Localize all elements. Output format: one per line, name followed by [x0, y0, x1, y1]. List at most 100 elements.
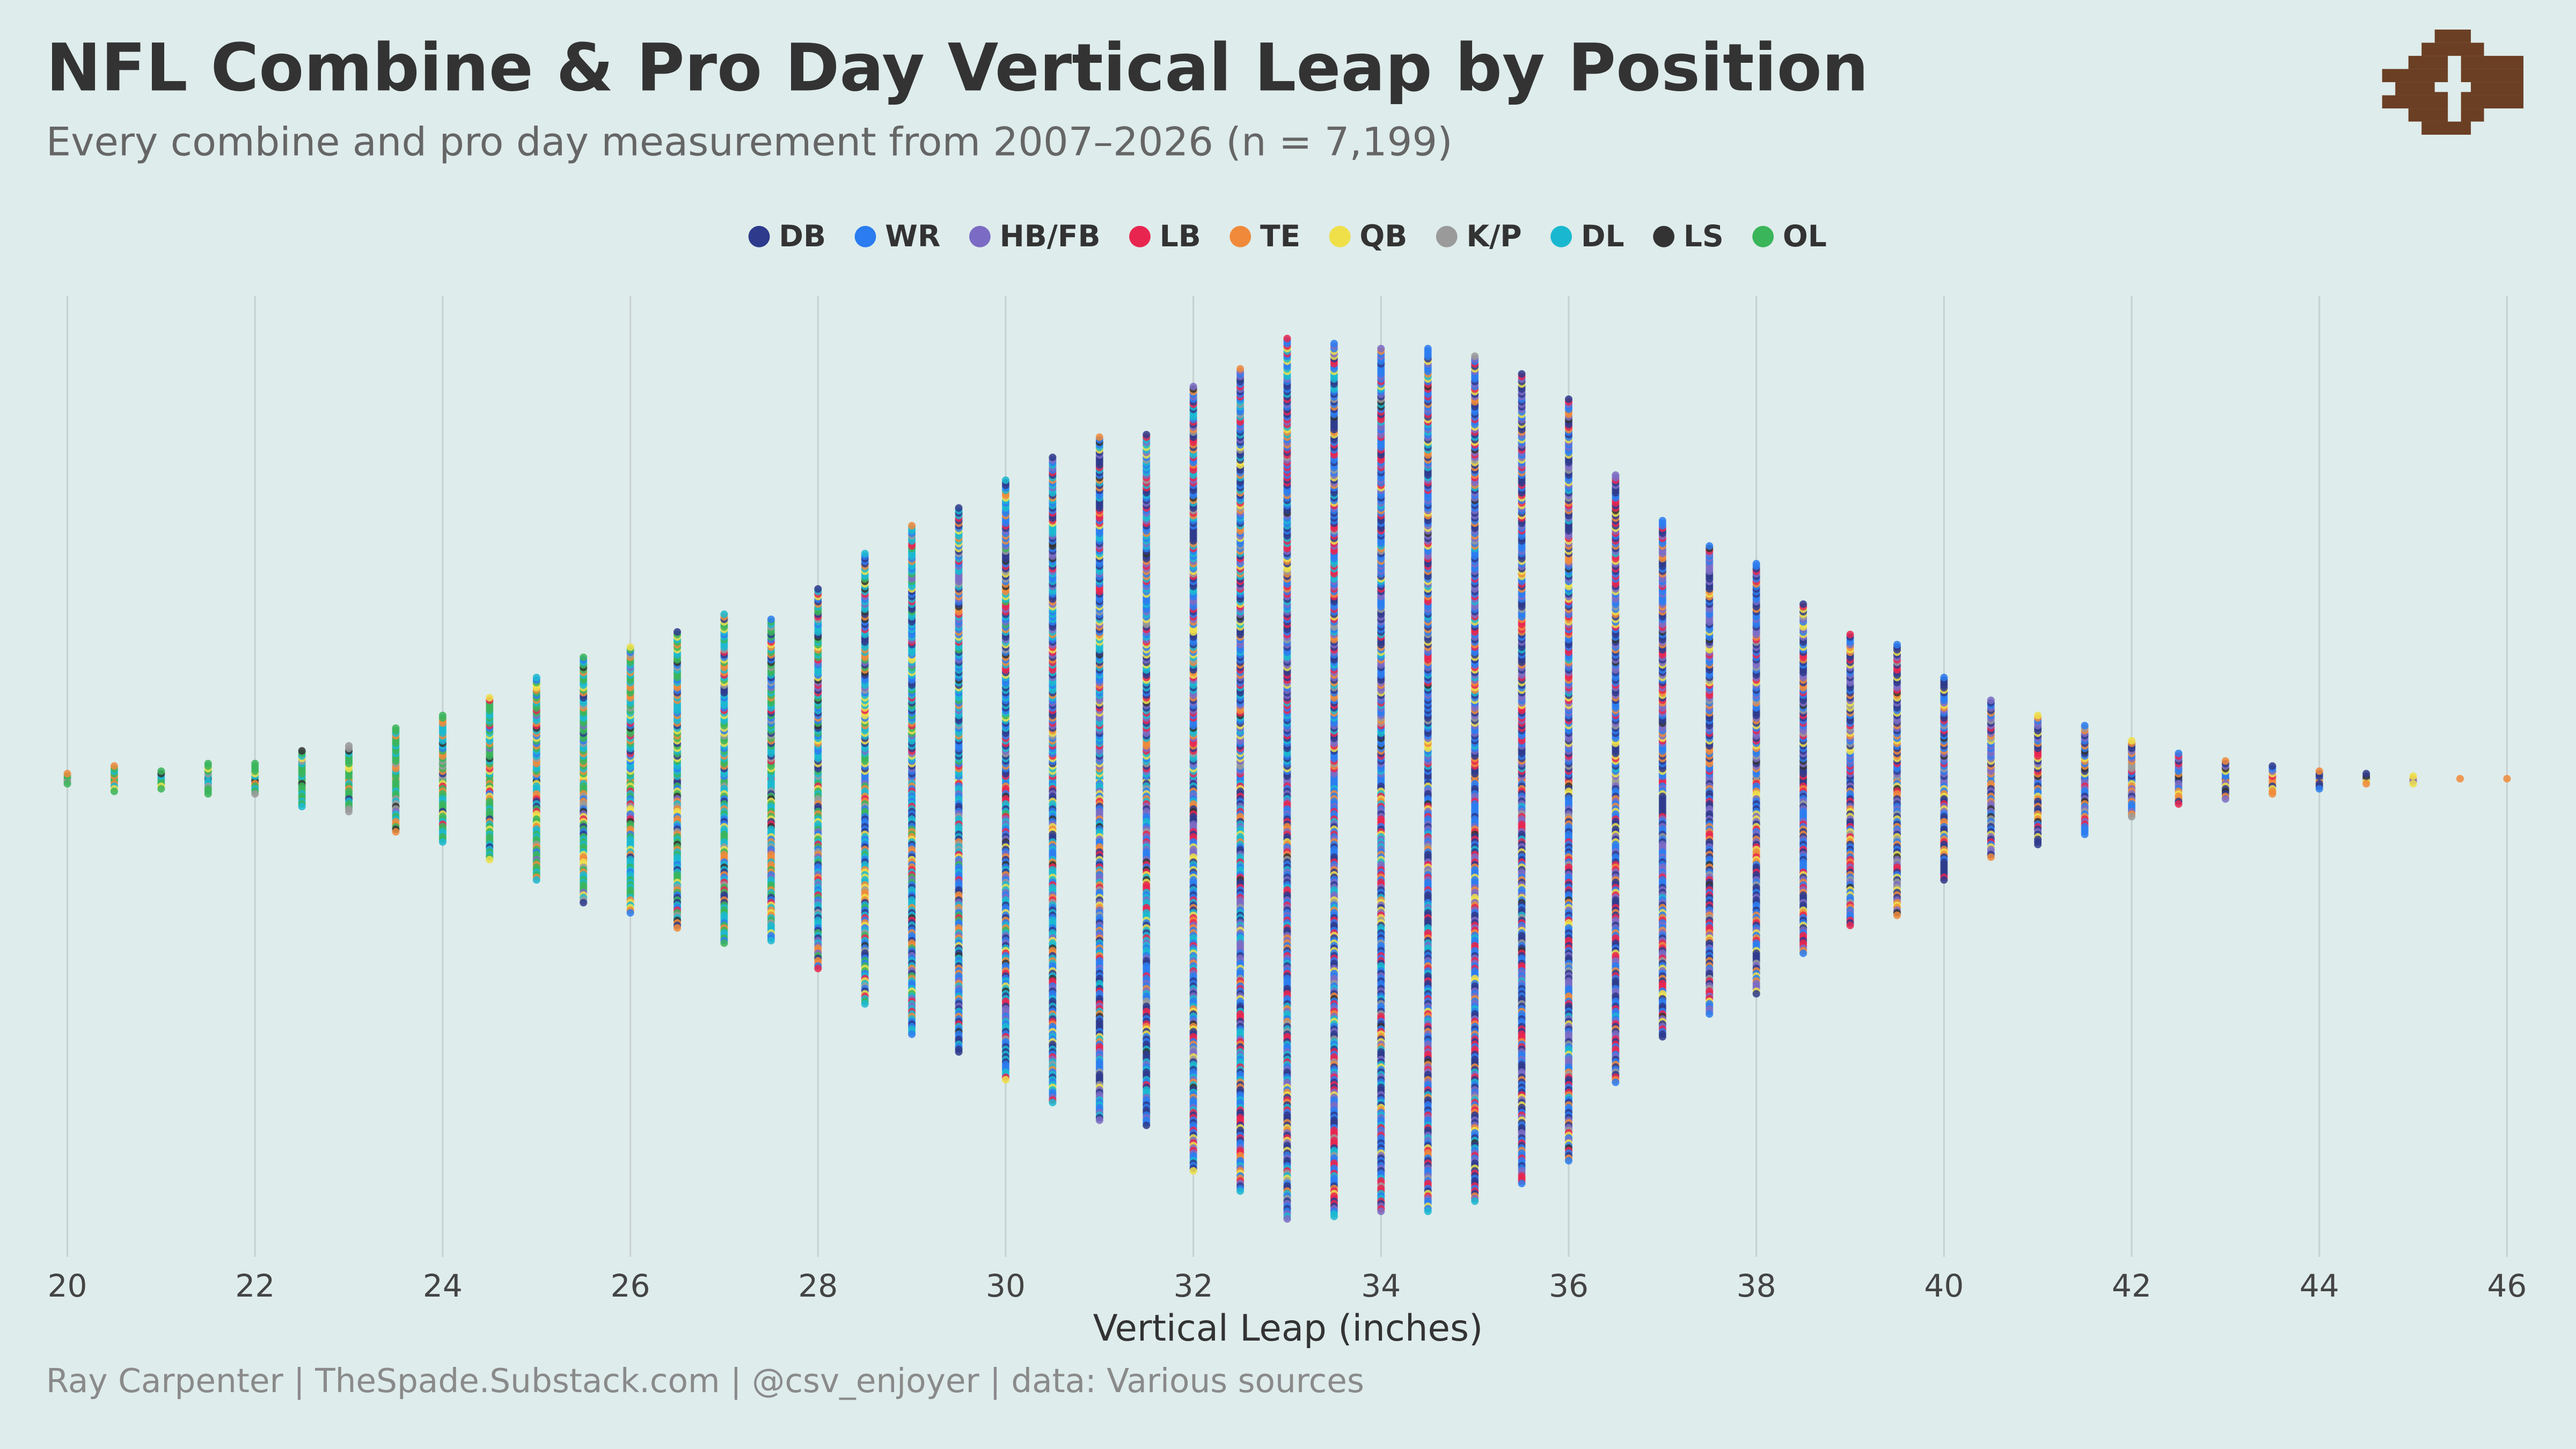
dot: [1001, 1075, 1009, 1084]
x-tick-label: 24: [423, 1268, 463, 1304]
legend-label: LS: [1684, 219, 1724, 253]
x-tick-label: 42: [2112, 1268, 2151, 1304]
swarm-column: [1189, 383, 1197, 1175]
swarm-column: [767, 615, 775, 945]
legend-label: DL: [1581, 219, 1624, 253]
swarm-column: [1095, 433, 1103, 1124]
dot: [63, 770, 71, 778]
dot: [204, 759, 212, 767]
dot: [1049, 453, 1057, 462]
dot: [955, 1048, 963, 1056]
dot: [298, 802, 306, 810]
dot: [298, 747, 306, 755]
legend-label: QB: [1359, 219, 1407, 253]
dot: [1236, 1187, 1245, 1195]
dot: [1330, 340, 1338, 348]
dot: [392, 724, 400, 732]
dot: [861, 1000, 869, 1008]
swarm-column: [345, 742, 353, 816]
dot: [110, 787, 118, 795]
x-tick-label: 44: [2300, 1268, 2339, 1304]
x-tick-label: 36: [1549, 1268, 1589, 1304]
swarm-column: [1001, 476, 1009, 1084]
dot: [580, 898, 588, 907]
dot: [626, 643, 634, 651]
dot: [814, 964, 822, 972]
dot: [908, 1030, 916, 1038]
legend-label: LB: [1160, 219, 1201, 253]
swarm-column: [814, 585, 822, 972]
dot: [767, 615, 775, 624]
legend-swatch: [1653, 225, 1675, 247]
swarm-column: [1143, 430, 1151, 1129]
legend-swatch: [1329, 225, 1351, 247]
legend: DB WR HB/FB LB TE QB K/P DL LS OL: [748, 219, 1827, 253]
dot: [1095, 433, 1103, 441]
x-tick-label: 20: [48, 1268, 87, 1304]
x-tick-label: 34: [1361, 1268, 1401, 1304]
dot: [1095, 1116, 1103, 1124]
x-tick-label: 28: [798, 1268, 838, 1304]
dot: [157, 785, 165, 793]
dot: [110, 762, 118, 770]
dot: [1424, 1208, 1432, 1216]
dot: [720, 610, 728, 618]
swarm-column: [861, 550, 869, 1008]
x-tick-label: 40: [1924, 1268, 1964, 1304]
dot: [1283, 1215, 1291, 1223]
dot: [1377, 345, 1385, 353]
dot: [1236, 365, 1245, 373]
swarm-column: [955, 504, 963, 1056]
legend-swatch: [1230, 225, 1252, 247]
dot: [1377, 1208, 1385, 1216]
dot: [251, 790, 259, 798]
dot: [438, 838, 447, 846]
dot: [392, 828, 400, 836]
legend-label: OL: [1783, 219, 1827, 253]
swarm-column: [486, 694, 494, 863]
dot: [1189, 1167, 1197, 1175]
swarm-column: [392, 724, 400, 836]
legend-swatch: [748, 225, 770, 247]
dot: [1001, 476, 1009, 484]
logo: [2382, 30, 2524, 135]
swarm-column: [298, 747, 306, 810]
dot: [1283, 334, 1291, 342]
legend-label: TE: [1260, 219, 1300, 253]
legend-label: K/P: [1466, 219, 1521, 253]
caption: Ray Carpenter | TheSpade.Substack.com | …: [46, 1362, 1364, 1400]
swarm-column: [1424, 345, 1432, 1216]
swarm-column: [908, 522, 916, 1038]
dot: [673, 628, 682, 636]
legend-swatch: [1129, 225, 1151, 247]
dot: [1049, 1099, 1057, 1107]
dot: [626, 909, 634, 917]
x-axis-label: Vertical Leap (inches): [1093, 1307, 1483, 1349]
dot: [814, 585, 822, 593]
swarm-column: [673, 628, 682, 932]
x-tick-label: 46: [2487, 1268, 2527, 1304]
dot: [438, 712, 447, 720]
swarm-column: [720, 610, 728, 947]
dot: [1143, 430, 1151, 438]
swarm-column: [532, 674, 540, 884]
dot: [720, 939, 728, 947]
swarm-column: [626, 643, 634, 917]
swarm-column: [1049, 453, 1057, 1107]
dot: [63, 780, 71, 788]
dot: [532, 674, 540, 682]
dot: [532, 876, 540, 884]
dot: [1143, 1121, 1151, 1129]
swarm-column: [580, 653, 588, 907]
legend-swatch: [1436, 225, 1458, 247]
dot: [908, 522, 916, 530]
swarm-column: [110, 762, 118, 795]
chart-subtitle: Every combine and pro day measurement fr…: [46, 119, 1453, 165]
dot: [1330, 1212, 1338, 1220]
dot: [345, 808, 353, 816]
dot: [767, 936, 775, 945]
dot: [251, 759, 259, 767]
chart-title: NFL Combine & Pro Day Vertical Leap by P…: [46, 29, 1869, 106]
dot: [580, 653, 588, 661]
